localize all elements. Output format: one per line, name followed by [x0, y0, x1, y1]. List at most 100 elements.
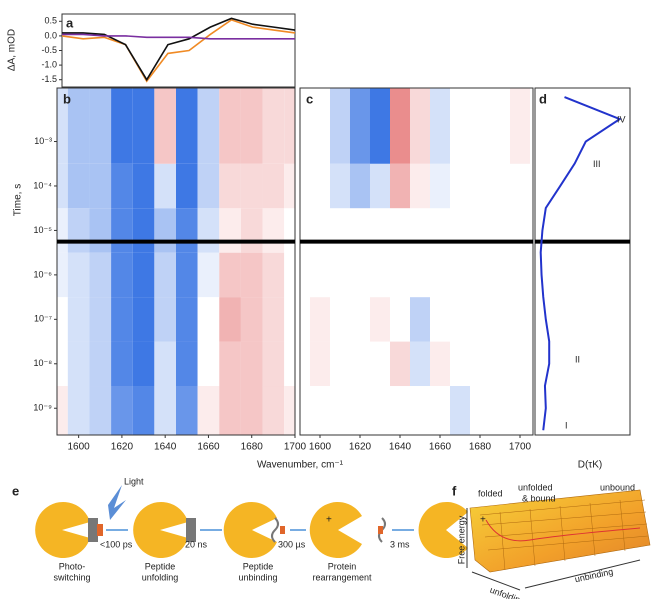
- heat-cell: [132, 341, 155, 387]
- heat-cell: [67, 252, 90, 298]
- heat-cell: [111, 208, 133, 253]
- heat-cell: [450, 208, 470, 253]
- heat-cell: [350, 88, 370, 164]
- heat-cell: [510, 252, 530, 298]
- heat-cell: [310, 252, 330, 298]
- time-label: 20 ns: [185, 539, 208, 549]
- heat-cell: [67, 341, 90, 387]
- heat-cell: [262, 386, 285, 435]
- step-label: rearrangement: [312, 572, 372, 582]
- heat-cell: [450, 88, 470, 164]
- heat-cell: [310, 297, 330, 342]
- heat-cell: [510, 386, 530, 435]
- heat-cell: [410, 88, 430, 164]
- heat-cell: [111, 386, 133, 435]
- series-line: [61, 18, 296, 83]
- heat-cell: [197, 163, 220, 209]
- heat-cell: [262, 252, 285, 298]
- y-tick-label: 10⁻⁷: [34, 314, 52, 324]
- heat-cell: [410, 341, 430, 387]
- x-tick-label: 1620: [111, 442, 134, 453]
- heat-cell: [176, 208, 198, 253]
- y-tick-label: 10⁻⁴: [33, 180, 52, 190]
- heat-cell: [67, 88, 90, 164]
- heatmap: [300, 88, 530, 435]
- heat-cell: [490, 208, 510, 253]
- heat-cell: [330, 297, 350, 342]
- heat-cell: [176, 163, 198, 209]
- protein: [133, 502, 188, 559]
- state-label: unfolded: [518, 482, 553, 492]
- heat-cell: [310, 208, 330, 253]
- heat-cell: [370, 208, 390, 253]
- plus: +: [480, 515, 486, 526]
- protein: [309, 501, 362, 558]
- peptide: [186, 518, 196, 542]
- step-label: switching: [53, 572, 90, 582]
- step-label: Peptide: [243, 561, 274, 571]
- heat-cell: [89, 386, 112, 435]
- panel-label: f: [452, 483, 457, 498]
- path-line: [485, 519, 641, 542]
- axis-label: unbinding: [574, 566, 614, 584]
- series-line: [62, 17, 296, 82]
- heat-cell: [89, 88, 112, 164]
- heat-cell: [89, 297, 112, 342]
- x-axis-label: Wavenumber, cm⁻¹: [257, 460, 344, 471]
- heat-cell: [470, 252, 490, 298]
- heat-cell: [300, 88, 310, 164]
- heat-cell: [197, 341, 220, 387]
- heat-cell: [370, 163, 390, 209]
- heat-cell: [284, 297, 295, 342]
- heat-cell: [284, 341, 295, 387]
- heat-cell: [410, 208, 430, 253]
- step-label: unbinding: [238, 572, 277, 582]
- x-tick-label: 1640: [154, 442, 177, 453]
- heat-cell: [197, 386, 220, 435]
- heat-cell: [262, 208, 285, 253]
- heat-cell: [450, 297, 470, 342]
- x-tick-label: 1700: [509, 442, 532, 453]
- heat-cell: [310, 163, 330, 209]
- panel-label: e: [12, 483, 19, 498]
- density-curve: [539, 96, 622, 431]
- heat-cell: [330, 252, 350, 298]
- heat-cell: [350, 386, 370, 435]
- heat-cell: [330, 386, 350, 435]
- state-label: unbound: [600, 482, 635, 492]
- step-label: Peptide: [145, 561, 176, 571]
- heat-cell: [450, 163, 470, 209]
- heat-cell: [390, 252, 410, 298]
- heat-cell: [89, 208, 112, 253]
- x-axis-label: D(τK): [578, 460, 603, 471]
- heat-cell: [284, 386, 295, 435]
- annotation: I: [565, 420, 568, 430]
- heat-cell: [430, 341, 450, 387]
- heat-cell: [470, 208, 490, 253]
- heat-cell: [176, 341, 198, 387]
- heat-cell: [300, 297, 310, 342]
- heat-cell: [284, 208, 295, 253]
- heat-cell: [490, 88, 510, 164]
- heat-cell: [510, 88, 530, 164]
- y-tick-label: -1.5: [41, 74, 57, 84]
- heat-cell: [370, 252, 390, 298]
- x-tick-label: 1620: [349, 442, 372, 453]
- heat-cell: [410, 386, 430, 435]
- heat-cell: [176, 297, 198, 342]
- heat-cell: [176, 252, 198, 298]
- heat-cell: [350, 341, 370, 387]
- step-label: Photo-: [59, 561, 86, 571]
- time-label: 300 µs: [278, 539, 306, 549]
- y-axis-label: ΔA, mOD: [7, 29, 18, 71]
- heat-cell: [330, 163, 350, 209]
- time-label: 3 ms: [390, 539, 410, 549]
- heat-cell: [111, 297, 133, 342]
- heat-cell: [450, 341, 470, 387]
- heat-cell: [310, 386, 330, 435]
- heat-cell: [470, 88, 490, 164]
- heat-cell: [240, 386, 263, 435]
- heat-cell: [284, 88, 295, 164]
- heat-cell: [300, 208, 310, 253]
- heat-cell: [219, 297, 241, 342]
